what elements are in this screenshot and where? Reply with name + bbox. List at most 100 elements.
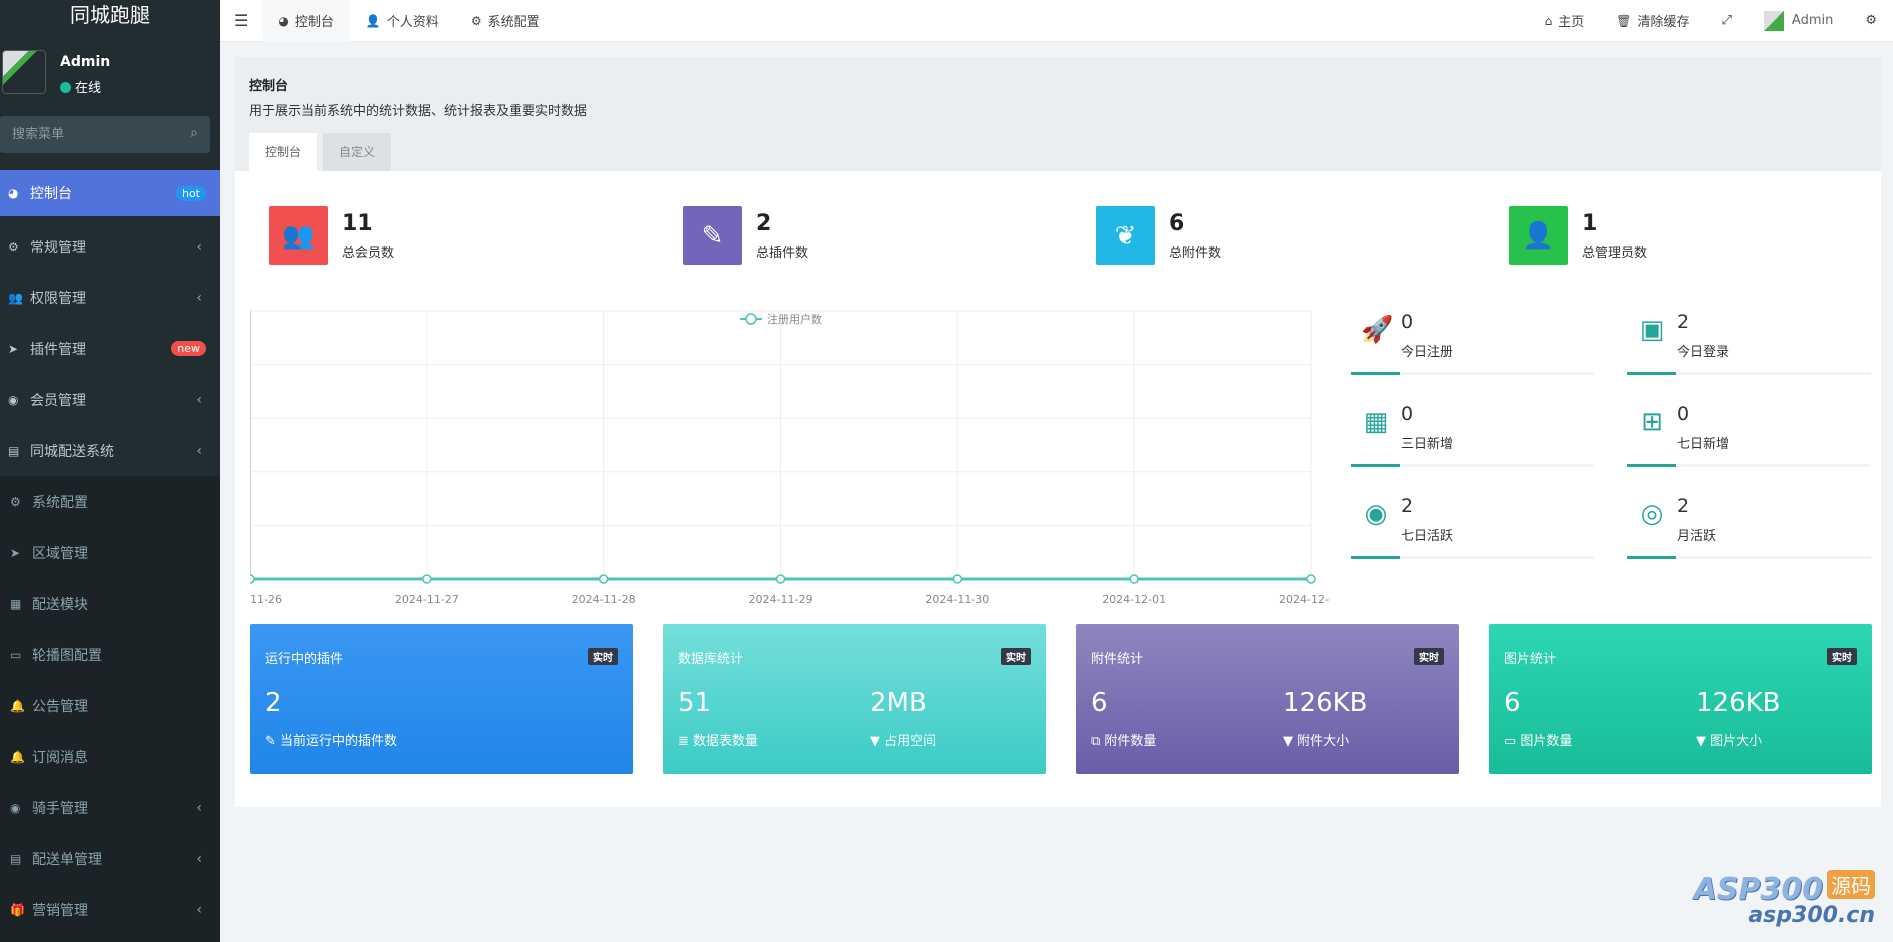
data-point[interactable] (952, 574, 963, 584)
sidebar-item-3[interactable]: ➤ 插件管理 new (0, 323, 220, 374)
admin-menu[interactable]: Admin (1748, 0, 1849, 42)
info-card: 数据库统计 实时 51 ≣ 数据表数量 2MB ▼ 占用空间 (663, 624, 1046, 774)
topbar: ☰ ◕ 控制台 👤 个人资料 ⚙ 系统配置 ⌂ 主页 🗑 清除缓存 ⤢ Admin ⚙ (220, 0, 1893, 42)
bell-icon: 🔔 (10, 749, 25, 764)
data-point[interactable] (775, 574, 786, 584)
sidebar-item-label: 轮播图配置 (32, 647, 102, 664)
sidebar-item-5[interactable]: ▤ 同城配送系统 ‹ (0, 425, 220, 476)
side-stat-value: 2 (1677, 495, 1690, 517)
status-text: 在线 (75, 81, 102, 96)
fullscreen-button[interactable]: ⤢ (1706, 0, 1748, 42)
tab-dashboard[interactable]: 控制台 (249, 133, 318, 173)
stat-label: 总插件数 (756, 245, 809, 261)
card-subtitle: ⧉ 附件数量 (1091, 730, 1156, 749)
th-large-icon: ▦ (10, 596, 22, 611)
data-point[interactable] (598, 574, 609, 584)
rocket-icon: 🚀 (1361, 315, 1394, 345)
card-value: 2 (265, 688, 282, 718)
side-stat: ▦ 0 三日新增 (1351, 403, 1595, 467)
sidebar-item-8[interactable]: 🎁 营销管理 ‹ (0, 884, 220, 935)
search-input[interactable] (0, 116, 180, 151)
sidebar-item-label: 系统配置 (32, 494, 88, 511)
sidebar-item-label: 营销管理 (32, 902, 88, 919)
sidebar-toggle[interactable]: ☰ (234, 11, 249, 30)
stat-label: 总会员数 (342, 245, 395, 261)
legend-label[interactable]: 注册用户数 (767, 312, 822, 326)
side-stat-label: 今日注册 (1401, 345, 1454, 360)
search-icon[interactable]: ⌕ (190, 125, 198, 141)
users-icon: 👥 (269, 206, 328, 265)
data-point[interactable] (250, 574, 255, 584)
menu-search: ⌕ (0, 116, 210, 153)
registration-chart: 2024-11-26 2024-11-27 2024-11-28 2024-11-29… (250, 310, 1330, 606)
admin-name: Admin (1791, 13, 1834, 28)
user-status: 在线 (60, 77, 101, 96)
card-value-2: 126KB (1283, 688, 1368, 718)
sidebar-item-1[interactable]: ⚙ 常规管理 ‹ (0, 221, 220, 272)
top-tab-2[interactable]: ⚙ 系统配置 (455, 0, 556, 42)
sidebar-item-label: 骑手管理 (32, 800, 88, 817)
side-stat-value: 2 (1401, 495, 1414, 517)
sidebar-item-3[interactable]: ▭ 轮播图配置 (0, 629, 220, 680)
card-subtitle-2: ▼ 占用空间 (870, 730, 936, 749)
sidebar-item-label: 常规管理 (30, 239, 86, 256)
watermark-tag: 源码 (1827, 870, 1875, 899)
user-icon: 👤 (1509, 206, 1568, 265)
magic-icon: ✎ (683, 206, 742, 265)
sidebar-item-4[interactable]: 🔔 公告管理 (0, 680, 220, 731)
tab-custom[interactable]: 自定义 (323, 133, 392, 173)
sidebar-item-0[interactable]: ⚙ 系统配置 (0, 476, 220, 527)
book-icon: ▤ (8, 443, 20, 458)
magic-icon: ✎ (265, 734, 281, 749)
top-tab-0[interactable]: ◕ 控制台 (262, 0, 350, 42)
sidebar-item-4[interactable]: ◉ 会员管理 ‹ (0, 374, 220, 425)
side-stat: 🚀 0 今日注册 (1351, 311, 1595, 375)
page-header: 控制台 用于展示当前系统中的统计数据、统计报表及重要实时数据 控制台 自定义 (235, 57, 1881, 173)
accent-bar (1627, 372, 1676, 375)
x-tick-label: 2024-11-30 (925, 593, 989, 606)
watermark: ASP300 源码 asp300.cn (1694, 870, 1875, 928)
home-icon: ⌂ (1544, 13, 1553, 28)
clear-cache-button[interactable]: 🗑 清除缓存 (1600, 0, 1705, 42)
sidebar-item-0[interactable]: ◕ 控制台 hot (0, 170, 220, 216)
stat-box: 👤 1 总管理员数 (1509, 206, 1647, 265)
app-logo[interactable]: 同城跑腿 (0, 0, 220, 42)
chevron-left-icon: ‹ (196, 901, 202, 918)
data-point[interactable] (1306, 574, 1316, 584)
chevron-left-icon: ‹ (196, 799, 202, 816)
cogs-icon: ⚙ (470, 13, 482, 28)
settings-button[interactable]: ⚙ (1849, 0, 1893, 42)
data-point[interactable] (1129, 574, 1139, 584)
home-link[interactable]: ⌂ 主页 (1529, 0, 1601, 42)
sidebar-item-7[interactable]: ▤ 配送单管理 ‹ (0, 833, 220, 884)
dashboard-icon: ◕ (278, 13, 289, 28)
card-subtitle: ≣ 数据表数量 (678, 730, 758, 749)
sidebar-item-9[interactable]: ◉财务管理 (0, 935, 220, 942)
gift-icon: 🎁 (10, 902, 25, 917)
filter-icon: ▼ (870, 734, 885, 749)
bell-icon: 🔔 (10, 698, 25, 713)
card-subtitle: ▭ 图片数量 (1504, 730, 1572, 749)
user-name: Admin (60, 54, 111, 70)
data-point[interactable] (422, 574, 432, 584)
sidebar-item-2[interactable]: 👥 权限管理 ‹ (0, 272, 220, 323)
user-circle-o-icon: ◎ (1640, 499, 1664, 529)
sidebar-item-5[interactable]: 🔔 订阅消息 (0, 731, 220, 782)
card-subtitle-text: 数据表数量 (693, 734, 759, 749)
sidebar-item-6[interactable]: ◉ 骑手管理 ‹ (0, 782, 220, 833)
stat-value: 2 (756, 210, 772, 236)
cogs-icon: ⚙ (8, 239, 19, 254)
accent-bar (1627, 464, 1676, 467)
sidebar-item-1[interactable]: ➤ 区域管理 (0, 527, 220, 578)
chevron-left-icon: ‹ (196, 391, 202, 408)
legend-marker-icon (745, 313, 757, 325)
accent-bar (1351, 464, 1400, 467)
side-stat: ▣ 2 今日登录 (1627, 311, 1871, 375)
card-subtitle-text: 当前运行中的插件数 (280, 734, 398, 749)
card-title: 图片统计 (1504, 652, 1557, 667)
side-stat-label: 月活跃 (1677, 529, 1717, 544)
top-tab-1[interactable]: 👤 个人资料 (350, 0, 455, 42)
card-title: 运行中的插件 (265, 652, 344, 667)
sidebar-item-2[interactable]: ▦ 配送模块 (0, 578, 220, 629)
x-tick-label: 2024-12-02 (1279, 593, 1330, 606)
